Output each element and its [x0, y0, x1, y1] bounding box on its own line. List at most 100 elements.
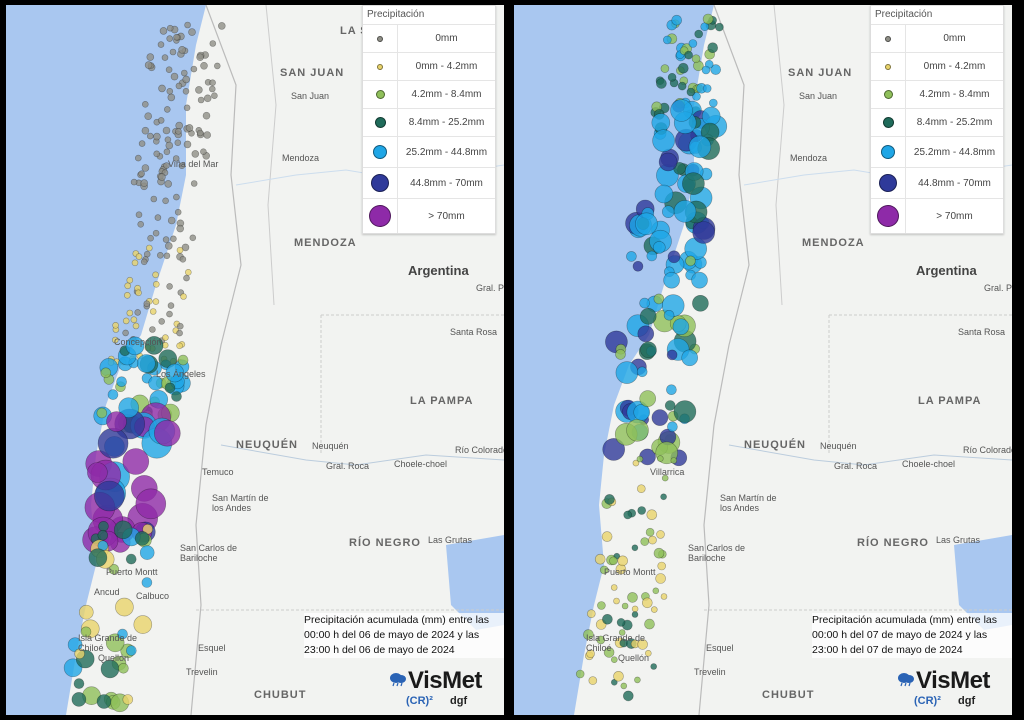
legend-title: Precipitación [367, 9, 425, 20]
station-dot [146, 53, 155, 61]
station-dot [144, 112, 152, 120]
station-dot [153, 150, 160, 158]
station-dot [602, 613, 613, 625]
station-dot [620, 682, 628, 690]
station-dot [149, 326, 156, 333]
station-dot [169, 48, 177, 56]
legend-label: 8.4mm - 25.2mm [408, 117, 485, 128]
station-dot [144, 336, 164, 355]
station-dot [179, 256, 187, 263]
city-label: Neuquén [312, 441, 349, 451]
station-dot [654, 184, 674, 204]
station-dot [174, 208, 182, 216]
station-dot [105, 633, 125, 653]
station-dot [164, 180, 172, 188]
station-dot [135, 488, 167, 520]
station-dot [150, 195, 158, 203]
station-dot [162, 236, 170, 243]
station-dot [642, 597, 653, 609]
station-dot [652, 587, 660, 595]
station-dot [197, 129, 204, 137]
station-dot [611, 678, 618, 686]
station-dot [575, 669, 585, 679]
station-dot [94, 480, 125, 512]
station-dot [80, 626, 92, 638]
region-label: MENDOZA [802, 237, 865, 249]
station-dot [709, 98, 718, 108]
city-label: San Carlos de Bariloche [688, 543, 746, 563]
station-dot [176, 224, 184, 233]
station-dot [157, 41, 165, 48]
station-dot [673, 200, 697, 223]
legend-row: 44.8mm - 70mm [871, 167, 1003, 198]
station-dot [651, 113, 671, 132]
station-dot [636, 455, 644, 463]
region-label: LA PAMPA [918, 395, 982, 407]
station-dot [663, 271, 680, 289]
city-label: Gral. Pico [476, 283, 504, 293]
station-dot [604, 494, 615, 505]
station-dot [660, 493, 667, 501]
station-dot [157, 117, 165, 124]
station-dot [135, 154, 142, 162]
city-label: Villarrica [650, 467, 685, 477]
station-dot [88, 548, 108, 568]
station-dot [165, 141, 174, 150]
legend-row: 4.2mm - 8.4mm [363, 80, 495, 108]
legend-swatch [879, 174, 897, 192]
station-dot [117, 628, 128, 640]
station-dot [140, 258, 148, 266]
station-dot [164, 382, 176, 394]
station-dot [175, 82, 183, 90]
station-dot [658, 152, 678, 172]
cloud-icon [898, 673, 914, 687]
legend-row: 0mm [363, 24, 495, 52]
station-dot [125, 336, 145, 356]
station-dot [124, 291, 131, 299]
map-panel-may-06[interactable]: LA SERENA SAN JUAN San Juan Mendoza Viña… [6, 5, 504, 715]
station-dot [171, 391, 182, 402]
legend-label: 0mm [943, 33, 966, 44]
station-dot [170, 235, 177, 243]
station-dot [645, 649, 652, 657]
station-dot [653, 547, 665, 559]
station-dot [166, 88, 174, 95]
station-dot [100, 367, 112, 379]
map-panel-may-07[interactable]: SAN JUAN San Juan Mendoza MENDOZA Argent… [514, 5, 1012, 715]
station-dot [631, 611, 639, 618]
station-dot [183, 104, 191, 112]
station-dot [211, 92, 218, 99]
station-dot [657, 561, 666, 571]
station-dot [621, 602, 629, 610]
station-dot [666, 349, 678, 361]
station-dot [702, 13, 714, 25]
station-dot [660, 64, 670, 73]
station-dot [637, 639, 648, 650]
station-dot [122, 448, 150, 475]
station-dots [575, 13, 728, 702]
station-dot [684, 50, 693, 60]
station-dot [159, 27, 168, 35]
station-dot [188, 28, 196, 36]
station-dot [603, 647, 615, 658]
station-dot [677, 81, 687, 91]
station-dot [656, 78, 667, 89]
station-dot [96, 407, 108, 419]
city-label: Quellón [618, 653, 650, 663]
station-dot [172, 155, 180, 162]
station-dot [141, 577, 153, 588]
station-dot [122, 329, 129, 337]
station-dot [167, 216, 176, 225]
legend-row: > 70mm [363, 198, 495, 233]
station-dot [661, 474, 669, 482]
precipitation-legend: Precipitación 0mm 0mm - 4.2mm 4.2mm - 8.4m… [870, 5, 1004, 234]
station-dot [122, 694, 134, 705]
station-dot [664, 400, 676, 411]
station-dot [667, 421, 678, 433]
legend-row: 25.2mm - 44.8mm [363, 136, 495, 167]
region-label: CHUBUT [254, 689, 307, 701]
station-dot [692, 92, 701, 101]
station-dot [613, 670, 624, 682]
legend-label: 0mm - 4.2mm [923, 61, 986, 72]
station-dot [137, 221, 144, 228]
